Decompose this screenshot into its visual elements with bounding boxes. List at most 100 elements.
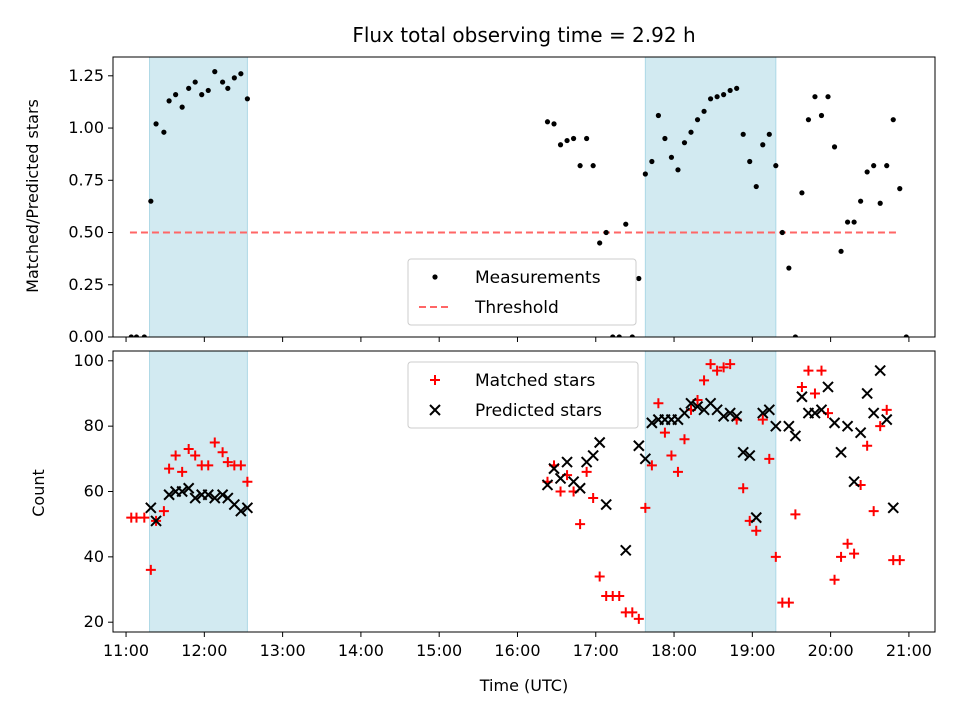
measurement-point [610,334,616,337]
matched-stars-point [783,597,794,608]
measurement-point [877,200,883,206]
axes-frame [112,56,936,338]
measurement-point [792,334,798,337]
y-tick-label: 0.75 [68,170,104,189]
predicted-stars-point [216,489,229,501]
measurement-point [675,167,681,173]
predicted-stars-point [633,440,645,452]
matched-stars-point [575,519,586,530]
measurement-point [616,334,622,337]
legend-marker-matched-stars [430,375,440,385]
matched-stars-point [581,466,592,477]
measurement-point [636,275,642,282]
matched-stars-point [705,359,716,370]
measurement-point [141,334,147,337]
x-tick-label: 20:00 [808,641,854,660]
predicted-stars-point [822,381,834,393]
measurement-point [577,163,583,169]
x-tick-label: 21:00 [886,641,932,660]
plot-area [126,351,905,632]
measurement-point [148,198,154,204]
top-axes: 0.00 0.25 0.50 0.75 1.00 1.25 Measurements Thre… [68,56,936,346]
x-tick-label: 18:00 [651,641,697,660]
matched-stars-point [751,525,762,536]
legend: Matched stars Predicted stars [407,361,639,429]
legend-marker-measurements [432,274,438,280]
predicted-stars-point [763,404,776,416]
legend-box [407,361,639,429]
matched-stars-point [725,359,736,370]
matched-stars-point [170,450,181,461]
measurement-point [220,79,226,85]
predicted-stars-point [163,489,175,501]
measurement-point [642,171,648,177]
predicted-stars-point [235,505,247,517]
matched-stars-point [627,607,638,618]
matched-stars-point [646,460,657,471]
shaded-interval-1 [149,57,248,337]
x-tick-label: 12:00 [181,641,227,660]
measurement-point [662,135,668,142]
bottom-axes: 20 40 60 80 100 11:00 12:00 13:00 14:00 15:00 16:0… [73,350,936,660]
predicted-stars-point [815,404,828,416]
x-tick-label: 14:00 [338,641,384,660]
matched-stars-point [158,506,169,517]
bottom-y-axis-label: Count [29,469,48,517]
predicted-stars-point [561,456,573,468]
measurement-point [655,112,661,119]
measurement-point [858,198,864,204]
predicted-stars-point [685,397,697,409]
x-tick-label: 17:00 [573,641,619,660]
predicted-stars-point [750,511,762,524]
matched-stars-point [672,466,683,477]
predicted-stars-point [241,502,254,514]
measurement-point [844,219,851,225]
measurement-point [192,79,198,85]
measurement-point [864,169,870,175]
predicted-stars-point [737,446,749,458]
predicted-stars-point [724,407,736,419]
predicted-stars-point [835,446,847,458]
measurement-point [244,96,250,102]
measurement-point [564,137,570,144]
measurement-point [557,142,564,148]
measurement-point [199,92,205,98]
measurement-point [753,183,759,190]
legend-label: Predicted stars [475,401,602,421]
measurement-point [623,221,629,227]
matched-stars-point [139,512,150,523]
legend: Measurements Threshold [407,258,637,326]
matched-stars-point [145,564,156,575]
measurement-point [890,117,896,123]
y-tick-label: 60 [84,482,104,501]
predicted-stars-point [541,479,554,491]
matched-stars-point [842,538,853,549]
matched-stars-point [757,414,768,425]
matched-stars-point [829,574,840,585]
top-y-axis-label: Matched/Predicted stars [23,99,42,293]
measurement-point [668,154,675,160]
predicted-stars-point [548,462,560,475]
predicted-stars-point [854,426,867,439]
measurement-point [694,117,701,123]
measurement-point [721,92,727,98]
x-axis-label: Time (UTC) [479,676,568,695]
measurement-point [161,129,167,135]
predicted-stars-point [744,449,756,462]
matched-stars-point [796,381,807,392]
predicted-stars-point [620,544,632,557]
measurement-point [629,334,635,337]
matched-stars-point [738,483,749,494]
matched-stars-point [764,453,775,464]
measurement-point [238,71,244,77]
matched-stars-point [836,551,847,562]
measurement-point [903,334,909,337]
y-tick-label: 40 [84,547,104,566]
matched-stars-point [177,466,188,477]
predicted-stars-point [809,407,821,419]
predicted-stars-point [691,400,704,413]
measurement-point [707,96,714,102]
predicted-stars-point [881,413,893,426]
matched-stars-point [849,548,860,559]
